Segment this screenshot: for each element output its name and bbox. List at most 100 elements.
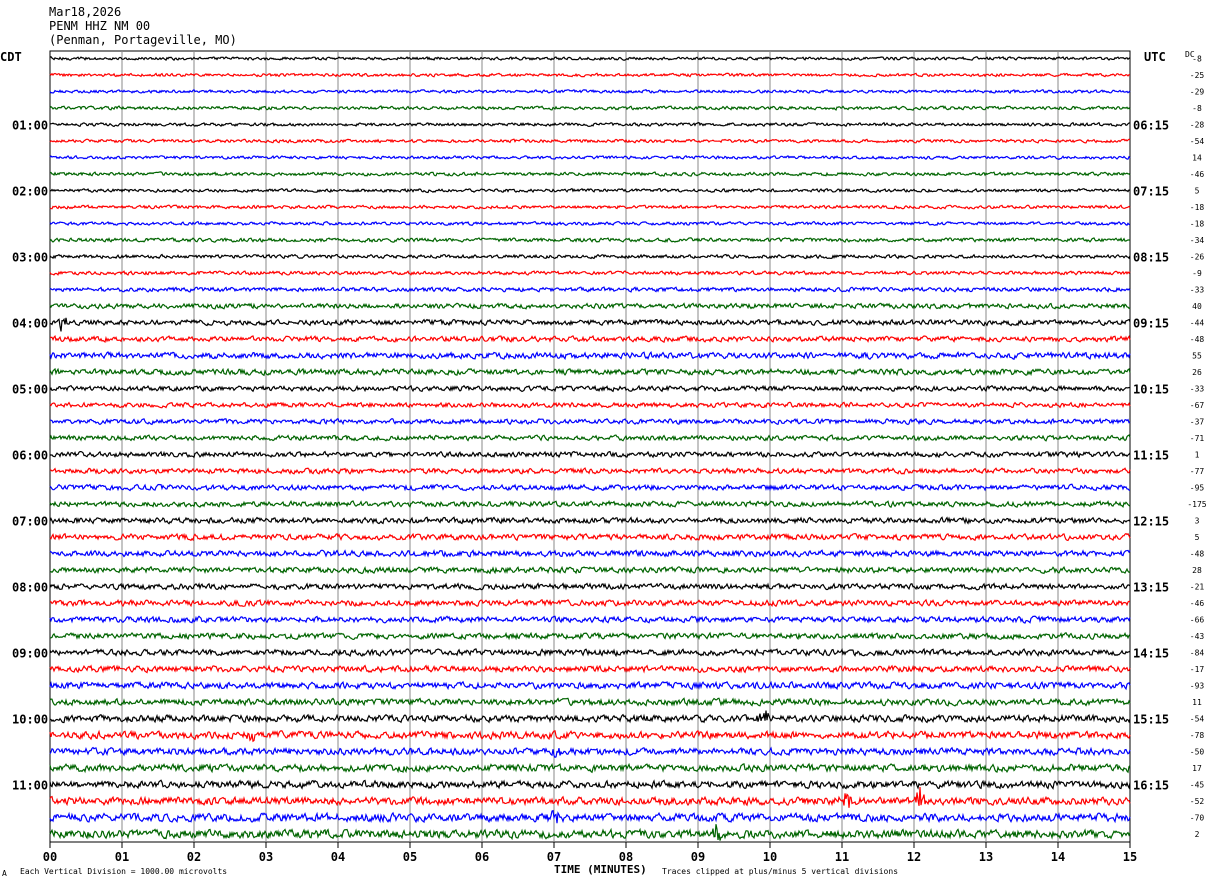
dc-header-label: DC [1185,50,1195,59]
dc-offset-label: 11 [1192,698,1202,707]
right-hour-label: 13:15 [1133,581,1169,595]
station-name: PENM HHZ NM 00 [49,19,151,33]
dc-offset-label: -26 [1190,253,1205,262]
dc-offset-label: 5 [1195,187,1200,196]
dc-offset-label: -43 [1190,632,1205,641]
seismic-trace [49,317,1131,332]
dc-offset-label: -52 [1190,797,1205,806]
seismic-trace [49,121,1131,128]
seismic-trace [49,779,1131,790]
dc-offset-label: -71 [1190,434,1205,443]
seismic-trace [49,384,1131,393]
seismic-trace [49,565,1131,575]
seismic-trace [49,467,1131,475]
x-tick-label: 10 [763,850,777,864]
seismic-trace [49,434,1131,442]
dc-offset-label: -8 [1192,104,1202,113]
dc-offset-label: -8 [1192,55,1202,64]
seismic-trace [49,302,1131,310]
seismic-trace [49,72,1131,78]
seismic-trace [49,615,1131,624]
seismic-trace [49,220,1131,227]
seismic-trace [49,237,1131,244]
dc-offset-label: -33 [1190,286,1205,295]
dc-offset-label: -9 [1192,269,1202,278]
right-timezone-label: UTC [1144,50,1166,64]
right-hour-label: 11:15 [1133,449,1169,463]
dc-offset-label: -37 [1190,418,1205,427]
seismic-trace [49,350,1131,361]
x-tick-label: 03 [259,850,273,864]
seismic-trace [49,155,1131,161]
right-hour-label: 16:15 [1133,779,1169,793]
scale-note: Each Vertical Division = 1000.00 microvo… [20,867,228,876]
seismic-trace [49,532,1131,542]
left-hour-label: 05:00 [12,383,48,397]
dc-offset-label: 2 [1195,830,1200,839]
seismic-trace [49,270,1131,276]
corner-mark: A [2,869,7,878]
dc-offset-label: 5 [1195,533,1200,542]
seismic-trace [49,647,1131,658]
seismic-trace [49,253,1131,260]
dc-offset-label: 40 [1192,302,1202,311]
right-hour-label: 07:15 [1133,185,1169,199]
seismic-trace [49,762,1131,774]
seismic-trace [49,710,1131,724]
dc-offset-label: -78 [1190,731,1205,740]
seismic-trace [49,401,1131,409]
right-hour-label: 14:15 [1133,647,1169,661]
right-hour-label: 09:15 [1133,317,1169,331]
x-tick-label: 01 [115,850,129,864]
dc-offset-label: -67 [1190,401,1205,410]
x-tick-label: 12 [907,850,921,864]
seismic-trace [49,549,1131,558]
left-hour-label: 09:00 [12,647,48,661]
dc-offset-label: 28 [1192,566,1202,575]
seismic-trace [49,450,1131,459]
x-tick-label: 04 [331,850,345,864]
seismic-trace [49,680,1131,691]
right-hour-label: 10:15 [1133,383,1169,397]
dc-offset-label: -33 [1190,385,1205,394]
dc-offset-label: -77 [1190,467,1205,476]
seismic-trace [49,729,1131,743]
dc-offset-label: -28 [1190,121,1205,130]
seismic-trace [49,697,1131,707]
right-hour-label: 08:15 [1133,251,1169,265]
x-tick-label: 08 [619,850,633,864]
dc-offset-label: -18 [1190,203,1205,212]
left-hour-label: 06:00 [12,449,48,463]
seismic-trace [49,286,1131,293]
dc-offset-label: -25 [1190,71,1205,80]
left-hour-label: 11:00 [12,779,48,793]
right-hour-label: 06:15 [1133,119,1169,133]
seismic-trace [49,55,1131,62]
left-hour-label: 08:00 [12,581,48,595]
dc-offset-label: 55 [1192,352,1202,361]
x-tick-label: 05 [403,850,417,864]
plot-frame [49,50,1131,843]
seismic-trace [49,786,1131,808]
seismic-trace [49,516,1131,525]
dc-offset-label: -93 [1190,682,1205,691]
dc-offset-label: -34 [1190,236,1205,245]
dc-offset-label: -29 [1190,88,1205,97]
dc-offset-label: -17 [1190,665,1205,674]
dc-offset-label: -45 [1190,781,1205,790]
seismic-trace [49,138,1131,144]
x-tick-label: 14 [1051,850,1065,864]
dc-offset-label: -50 [1190,748,1205,757]
dc-offset-label: 17 [1192,764,1202,773]
dc-offset-label: -66 [1190,616,1205,625]
seismic-trace [49,171,1131,177]
seismic-trace [50,417,1131,426]
seismic-trace [49,664,1131,674]
x-tick-label: 09 [691,850,705,864]
dc-offset-label: 26 [1192,368,1202,377]
dc-offset-label: -54 [1190,137,1205,146]
station-location: (Penman, Portageville, MO) [49,33,237,47]
left-hour-label: 07:00 [12,515,48,529]
dc-offset-label: -46 [1190,170,1205,179]
